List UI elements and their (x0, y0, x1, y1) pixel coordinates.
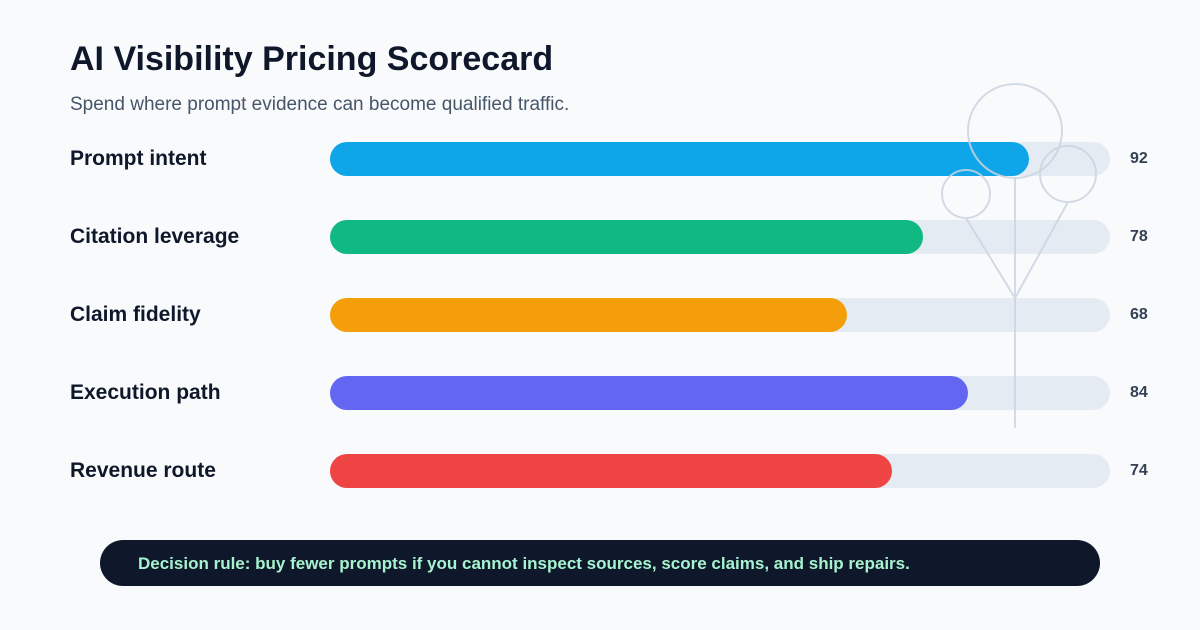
bar (330, 298, 847, 332)
data-label: 78 (1130, 228, 1148, 245)
category-label: Citation leverage (70, 225, 240, 248)
category-label: Claim fidelity (70, 303, 201, 326)
category-label: Prompt intent (70, 147, 207, 170)
bar-track (330, 142, 1110, 176)
bar-track (330, 376, 1110, 410)
chart-subtitle: Spend where prompt evidence can become q… (70, 94, 570, 115)
bar (330, 142, 1029, 176)
bar-track (330, 298, 1110, 332)
bar (330, 454, 893, 488)
category-label: Revenue route (70, 459, 216, 482)
decision-rule-text: Decision rule: buy fewer prompts if you … (138, 554, 910, 573)
decision-rule-banner: Decision rule: buy fewer prompts if you … (100, 540, 1100, 586)
bar-track (330, 220, 1110, 254)
bar (330, 376, 969, 410)
bar-track (330, 454, 1110, 488)
data-label: 84 (1130, 384, 1148, 401)
bar (330, 220, 923, 254)
chart-title: AI Visibility Pricing Scorecard (70, 40, 554, 78)
data-label: 74 (1130, 462, 1148, 479)
data-label: 92 (1130, 150, 1148, 167)
data-label: 68 (1130, 306, 1148, 323)
category-label: Execution path (70, 381, 221, 404)
